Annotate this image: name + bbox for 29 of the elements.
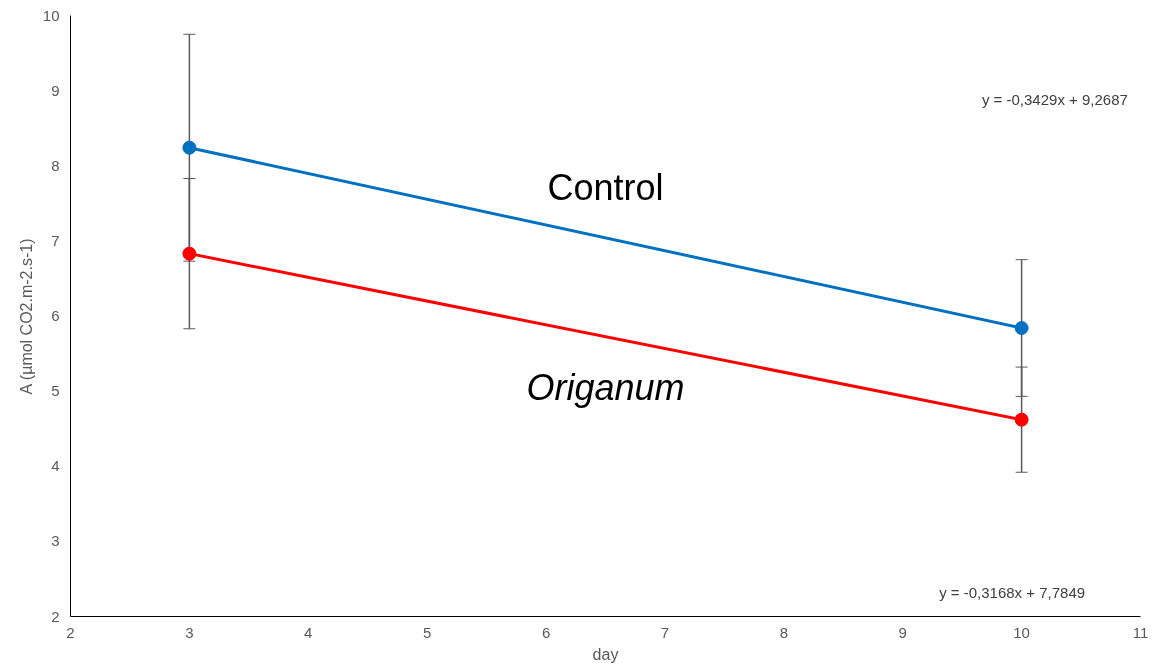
point xyxy=(1014,321,1029,336)
x-tick-label: 2 xyxy=(66,623,75,641)
y-tick-label: 2 xyxy=(51,607,60,625)
x-tick-label: 5 xyxy=(423,623,432,641)
y-tick-label: 7 xyxy=(51,231,60,249)
y-tick-label: 8 xyxy=(51,156,60,174)
y-axis-title: A (µmol CO2.m-2.s-1) xyxy=(17,238,35,395)
y-tick-label: 3 xyxy=(51,532,60,550)
x-tick-label: 6 xyxy=(541,623,551,641)
x-tick-label: 8 xyxy=(779,623,789,641)
annotation: y = -0,3429x + 9,2687 xyxy=(981,91,1128,109)
y-tick-label: 5 xyxy=(51,382,60,400)
series-label: Control xyxy=(547,166,664,208)
x-axis-title: day xyxy=(592,645,619,663)
x-tick-label: 10 xyxy=(1013,623,1030,641)
x-tick-label: 9 xyxy=(898,623,907,641)
y-tick-label: 4 xyxy=(51,457,60,475)
y-tick-label: 10 xyxy=(42,6,60,24)
annotation: y = -0,3168x + 7,7849 xyxy=(939,583,1086,601)
point xyxy=(182,246,197,261)
x-tick-label: 11 xyxy=(1132,623,1149,641)
y-tick-label: 9 xyxy=(51,81,60,99)
x-tick-label: 3 xyxy=(185,623,194,641)
y-tick-label: 6 xyxy=(51,307,60,324)
point xyxy=(182,140,197,155)
x-tick-label: 4 xyxy=(304,623,313,641)
x-tick-label: 7 xyxy=(660,623,670,641)
point xyxy=(1014,412,1029,427)
series-label: Origanum xyxy=(526,366,685,408)
